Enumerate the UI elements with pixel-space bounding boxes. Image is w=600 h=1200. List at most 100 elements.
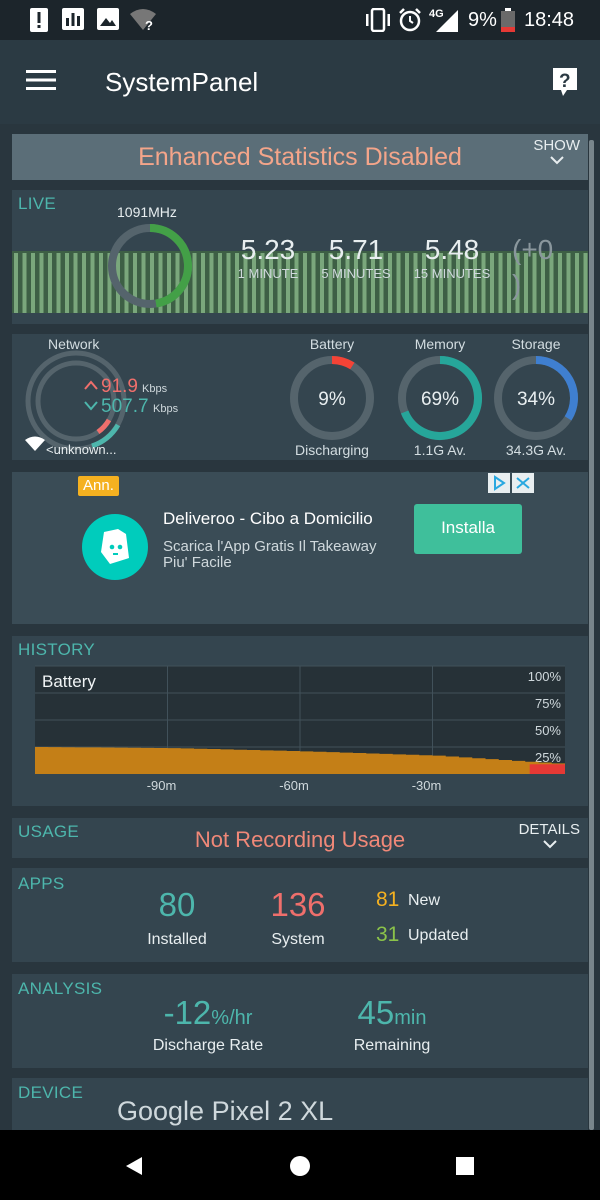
remaining-value: 45	[357, 994, 395, 1031]
load-extra-close: )	[512, 269, 522, 300]
cpu-bar	[481, 253, 486, 313]
cpu-bar	[124, 253, 129, 313]
help-icon[interactable]: ?	[551, 66, 579, 98]
discharge-rate-label: Discharge Rate	[152, 1037, 264, 1054]
ad-description-line1: Scarica l'App Gratis Il Takeaway	[163, 538, 377, 555]
ad-card[interactable]: Ann. Deliveroo - Cibo a Domicilio Scaric…	[12, 472, 588, 624]
cpu-bar	[39, 253, 44, 313]
cpu-bar	[447, 253, 452, 313]
cpu-bar	[430, 253, 435, 313]
battery-gauge-sub: Discharging	[295, 442, 369, 458]
cpu-bar	[269, 253, 273, 313]
storage-gauge-value: 34%	[516, 389, 556, 410]
cpu-bar	[252, 253, 256, 313]
live-label: LIVE	[18, 194, 57, 213]
recents-icon[interactable]	[456, 1157, 474, 1175]
cpu-bar	[167, 253, 171, 313]
enhanced-stats-title: Enhanced Statistics Disabled	[138, 143, 462, 171]
scrollbar[interactable]	[589, 140, 594, 1130]
battery-history-chart[interactable]: -90m -60m -30m 100% 75% 50% 25% Battery	[12, 662, 588, 802]
chart-y-tick-label: 25%	[535, 750, 561, 765]
svg-text:?: ?	[145, 18, 153, 32]
cpu-bar	[371, 253, 375, 313]
details-button[interactable]: DETAILS	[518, 821, 580, 838]
storage-gauge	[494, 356, 578, 440]
hamburger-menu-icon[interactable]	[26, 68, 56, 92]
cpu-bar	[422, 253, 426, 313]
cpu-history-bars	[12, 251, 588, 313]
history-label: HISTORY	[18, 640, 96, 659]
download-arrow-icon	[84, 401, 98, 411]
load-caption: 1 MINUTE	[237, 266, 299, 281]
usage-card[interactable]: USAGE Not Recording Usage DETAILS	[12, 818, 588, 858]
chart-x-tick-label: -30m	[412, 778, 442, 793]
cpu-bar	[464, 253, 469, 313]
apps-label: APPS	[18, 874, 65, 893]
cpu-bar	[413, 253, 418, 313]
cpu-bar	[260, 253, 265, 313]
install-button[interactable]: Installa	[414, 504, 522, 554]
cpu-bar	[405, 253, 409, 313]
app-title: SystemPanel	[105, 67, 259, 97]
enhanced-stats-banner[interactable]: Enhanced Statistics Disabled SHOW	[12, 134, 588, 180]
wifi-icon	[25, 436, 45, 451]
cpu-bar	[303, 253, 307, 313]
cpu-bar	[507, 253, 511, 313]
ad-choices-icon[interactable]	[488, 473, 534, 493]
cpu-bar	[73, 253, 78, 313]
cpu-bar	[575, 253, 579, 313]
cpu-bar	[362, 253, 367, 313]
cpu-frequency: 1091MHz	[117, 204, 177, 220]
usage-label: USAGE	[18, 822, 80, 841]
memory-gauge-sub: 1.1G Av.	[413, 442, 467, 458]
battery-area	[35, 747, 565, 774]
gauges-card: Network 91.9 Kbps 507.7 Kbps <unknown...…	[12, 334, 588, 460]
cpu-bar	[31, 253, 35, 313]
device-card[interactable]: DEVICE Google Pixel 2 XL	[12, 1078, 588, 1138]
svg-text:?: ?	[559, 71, 571, 92]
cpu-bar	[439, 253, 443, 313]
cpu-bar	[235, 253, 239, 313]
cpu-bar	[345, 253, 350, 313]
cpu-gauge	[108, 224, 192, 308]
analysis-card[interactable]: ANALYSIS -12%/hr Discharge Rate 45min Re…	[12, 974, 588, 1068]
apps-system-count: 136	[270, 886, 326, 923]
cpu-bar	[14, 253, 18, 313]
network-type-label: 4G	[429, 8, 444, 20]
discharge-rate-unit: %/hr	[211, 1007, 253, 1029]
ad-title[interactable]: Deliveroo - Cibo a Domicilio	[163, 509, 373, 528]
cpu-bar	[473, 253, 477, 313]
network-down-value: 507.7	[101, 396, 149, 417]
status-bar: ? 4G 9% 18:48	[0, 0, 600, 40]
apps-card[interactable]: APPS 80 Installed 136 System 81 New 31 U…	[12, 868, 588, 962]
device-label: DEVICE	[18, 1083, 84, 1102]
signal-icon	[436, 10, 458, 32]
deliveroo-logo-icon	[82, 514, 148, 580]
show-button[interactable]: SHOW	[533, 137, 580, 154]
back-icon[interactable]	[124, 1156, 144, 1176]
cpu-bar	[209, 253, 214, 313]
load-average-5m: 5.71 5 MINUTES	[316, 234, 396, 281]
battery-low-segment	[529, 764, 565, 774]
upload-arrow-icon	[84, 380, 98, 390]
cpu-bar	[22, 253, 27, 313]
cpu-bar	[396, 253, 401, 313]
home-icon[interactable]	[289, 1155, 311, 1177]
load-extra: (+0	[512, 234, 554, 265]
chart-y-tick-label: 100%	[528, 669, 562, 684]
cpu-bar	[498, 253, 503, 313]
cpu-bar	[524, 253, 528, 313]
load-average-15m: 5.48 15 MINUTES	[410, 234, 494, 281]
analysis-label: ANALYSIS	[18, 979, 103, 998]
load-caption: 15 MINUTES	[413, 266, 491, 281]
cpu-bar	[549, 253, 554, 313]
clock: 18:48	[524, 9, 575, 31]
cpu-bar	[48, 253, 52, 313]
battery-percent: 9%	[468, 9, 497, 31]
cpu-bar	[65, 253, 69, 313]
cpu-bar	[558, 253, 562, 313]
apps-installed-count: 80	[158, 886, 196, 923]
app-bar: SystemPanel ?	[0, 40, 600, 124]
alert-icon	[30, 8, 48, 32]
remaining-time: 45min	[332, 994, 452, 1032]
